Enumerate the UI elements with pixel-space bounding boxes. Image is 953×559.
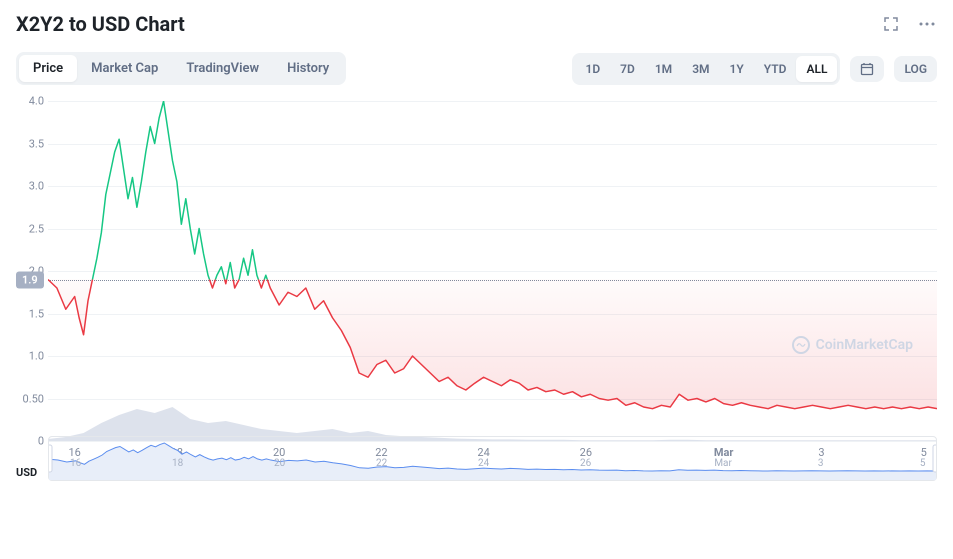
- y-tick: 0: [38, 435, 44, 448]
- tab-history[interactable]: History: [273, 55, 343, 82]
- svg-text:5: 5: [920, 458, 926, 469]
- range-tabs: 1D7D1M3M1YYTDALL: [572, 53, 840, 85]
- y-tick: 0.50: [23, 392, 44, 405]
- svg-text:26: 26: [580, 458, 592, 469]
- svg-text:Mar: Mar: [714, 458, 732, 469]
- range-1d[interactable]: 1D: [575, 56, 610, 82]
- range-all[interactable]: ALL: [796, 56, 837, 82]
- y-tick: 3.0: [29, 180, 44, 193]
- range-1y[interactable]: 1Y: [720, 56, 754, 82]
- watermark: CoinMarketCap: [792, 336, 913, 354]
- range-1m[interactable]: 1M: [645, 56, 682, 82]
- y-tick: 3.5: [29, 137, 44, 150]
- brush-timeline[interactable]: 16 18 20 22 24 26 Mar 3 5: [48, 436, 937, 481]
- range-3m[interactable]: 3M: [682, 56, 719, 82]
- chart-area: 00.501.01.52.02.53.03.54.0 1.9 CoinMarke…: [16, 101, 937, 481]
- y-tick: 4.0: [29, 95, 44, 108]
- chart-title: X2Y2 to USD Chart: [16, 12, 185, 36]
- price-chart[interactable]: [48, 101, 937, 441]
- baseline-label: 1.9: [16, 271, 44, 288]
- tab-tradingview[interactable]: TradingView: [172, 55, 273, 82]
- y-tick: 1.5: [29, 307, 44, 320]
- svg-text:24: 24: [478, 458, 490, 469]
- svg-text:22: 22: [376, 458, 388, 469]
- tab-market-cap[interactable]: Market Cap: [77, 55, 172, 82]
- svg-text:18: 18: [172, 458, 184, 469]
- view-tabs: PriceMarket CapTradingViewHistory: [16, 52, 346, 85]
- volume-chart: [48, 401, 937, 441]
- range-ytd[interactable]: YTD: [754, 56, 797, 82]
- range-7d[interactable]: 7D: [610, 56, 645, 82]
- log-button[interactable]: LOG: [894, 56, 937, 82]
- fullscreen-icon[interactable]: [881, 14, 901, 34]
- y-tick: 2.5: [29, 222, 44, 235]
- svg-text:20: 20: [274, 458, 286, 469]
- svg-text:3: 3: [818, 458, 824, 469]
- more-icon[interactable]: [917, 14, 937, 34]
- y-tick: 1.0: [29, 350, 44, 363]
- currency-label: USD: [16, 466, 37, 479]
- watermark-icon: [792, 336, 810, 354]
- tab-price[interactable]: Price: [19, 55, 77, 82]
- calendar-button[interactable]: [850, 56, 884, 82]
- svg-text:16: 16: [70, 458, 82, 469]
